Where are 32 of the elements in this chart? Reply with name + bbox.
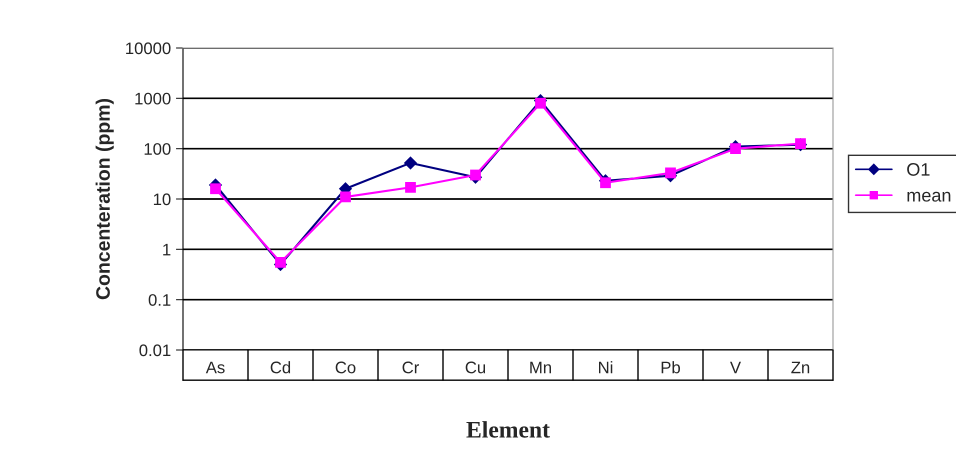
x-tick-label: V <box>730 362 741 374</box>
x-tick-label: Cr <box>402 362 420 374</box>
y-tick-label: 0.01 <box>139 344 170 356</box>
point <box>730 143 741 154</box>
y-tick-label: 10 <box>154 193 171 206</box>
point <box>275 257 286 268</box>
x-tick-label: Ni <box>598 361 612 374</box>
point <box>405 182 416 193</box>
point <box>404 156 417 170</box>
y-tick-label: 1000 <box>135 92 171 105</box>
x-tick-label: Cd <box>270 361 290 374</box>
x-tick-label: Mn <box>530 362 551 374</box>
x-tick-label: Co <box>336 362 356 374</box>
point <box>795 138 806 149</box>
legend-label: O1 <box>907 163 930 176</box>
x-axis-title: Element <box>466 421 550 438</box>
y-tick-label: 0.1 <box>148 294 170 306</box>
point <box>470 170 481 180</box>
y-tick-label: 100 <box>144 143 171 155</box>
point <box>535 98 546 109</box>
y-tick-label: 10000 <box>126 42 171 54</box>
x-tick-label: Zn <box>791 362 810 374</box>
point <box>340 192 351 202</box>
y-axis-title: Concenteration (ppm) <box>96 98 114 300</box>
y-tick-label: 1 <box>163 244 170 256</box>
x-tick-label: As <box>206 362 225 374</box>
x-tick-label: Pb <box>662 361 680 374</box>
point <box>600 177 611 188</box>
point <box>665 168 676 178</box>
x-tick-label: Cu <box>466 362 486 374</box>
point <box>210 183 221 194</box>
legend-label: mean <box>908 192 950 202</box>
